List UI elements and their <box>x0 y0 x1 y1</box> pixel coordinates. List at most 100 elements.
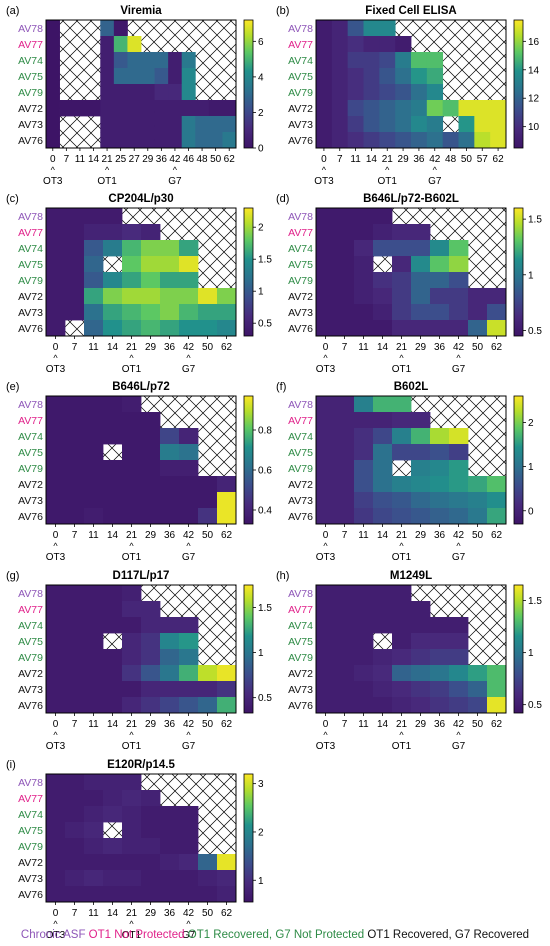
heatmap-cell <box>46 697 66 714</box>
colorbar-tick-label: 1.5 <box>258 255 272 266</box>
heatmap-cell <box>127 52 142 69</box>
heatmap-cell <box>160 492 180 509</box>
x-tick-label: 14 <box>377 719 389 730</box>
heatmap-cell <box>331 116 349 133</box>
panel-title: B646L/p72 <box>112 381 170 393</box>
heatmap-cell <box>363 36 380 53</box>
heatmap-cell <box>335 396 355 413</box>
heatmap-cell <box>430 304 450 321</box>
heatmap-cell <box>160 886 180 903</box>
heatmap-cell <box>179 665 199 682</box>
heatmap-cell <box>392 633 412 650</box>
heatmap-cell <box>411 681 431 698</box>
heatmap-cell <box>127 132 142 149</box>
row-label: AV77 <box>288 227 313 239</box>
heatmap-cell <box>373 320 393 337</box>
heatmap-cell <box>331 52 349 69</box>
heatmap-cell <box>141 838 161 855</box>
heatmap-cell <box>411 697 431 714</box>
row-label: AV76 <box>18 511 43 523</box>
heatmap-cell <box>141 870 161 887</box>
row-label: AV78 <box>288 399 313 411</box>
heatmap-cell <box>392 601 412 618</box>
heatmap-cell <box>141 460 161 477</box>
heatmap-cell <box>354 272 374 289</box>
heatmap-cell <box>430 444 450 461</box>
heatmap-cell <box>430 428 450 445</box>
heatmap-cell <box>141 822 161 839</box>
panel-label: (b) <box>276 5 289 17</box>
x-tick-label: 11 <box>358 530 369 541</box>
heatmap-cell <box>86 100 101 117</box>
heatmap-cell <box>354 697 374 714</box>
heatmap-cell <box>46 272 66 289</box>
colorbar-tick-label: 1.5 <box>258 603 272 614</box>
heatmap-cell <box>316 52 333 69</box>
colorbar-tick-label: 0.5 <box>528 700 542 711</box>
heatmap-cell <box>354 665 374 682</box>
colorbar-tick-label: 14 <box>528 65 540 76</box>
heatmap-cell <box>316 272 336 289</box>
heatmap-cell <box>411 52 428 69</box>
heatmap-cell <box>46 52 60 69</box>
heatmap-cell <box>468 508 488 525</box>
heatmap-cell <box>354 585 374 602</box>
heatmap-cell <box>217 681 237 698</box>
heatmap-cell <box>141 288 161 305</box>
row-label: AV77 <box>18 793 43 805</box>
x-tick-label: 50 <box>210 154 222 165</box>
heatmap-cell <box>316 320 336 337</box>
heatmap-cell <box>468 288 488 305</box>
heatmap-cell <box>122 256 142 273</box>
heatmap-cell <box>160 272 180 289</box>
heatmap-cell <box>103 476 123 493</box>
heatmap-cell <box>46 428 66 445</box>
heatmap-cell <box>373 272 393 289</box>
x-tick-label: 62 <box>493 154 505 165</box>
heatmap-cell <box>373 304 393 321</box>
heatmap-cell <box>335 492 355 509</box>
heatmap-cell <box>65 854 85 871</box>
colorbar-tick-label: 2 <box>258 827 264 838</box>
heatmap-cell <box>363 116 380 133</box>
heatmap-cell <box>122 886 142 903</box>
heatmap-cell <box>487 492 507 509</box>
heatmap-cell <box>122 288 142 305</box>
plot-frame <box>45 395 237 525</box>
heatmap-cell <box>84 601 104 618</box>
row-label: AV74 <box>18 55 43 67</box>
x-tick-label: 14 <box>107 908 119 919</box>
heatmap-cell <box>335 288 355 305</box>
heatmap-cell <box>411 320 431 337</box>
heatmap-cell <box>373 224 393 241</box>
heatmap-cell <box>411 412 431 429</box>
heatmap-cell <box>316 36 333 53</box>
heatmap-cell <box>335 320 355 337</box>
heatmap-cell <box>84 396 104 413</box>
heatmap-cell <box>354 476 374 493</box>
panel-title: Viremia <box>120 5 162 17</box>
heatmap-cell <box>160 665 180 682</box>
heatmap-cell <box>113 132 128 149</box>
heatmap-cell <box>487 304 507 321</box>
heatmap-cell <box>65 633 85 650</box>
heatmap-cell <box>411 649 431 666</box>
heatmap-cell <box>84 774 104 791</box>
marker-label: OT3 <box>316 552 336 563</box>
marker-caret: ^ <box>399 730 404 740</box>
heatmap-cell <box>179 476 199 493</box>
heatmap-cell <box>392 492 412 509</box>
heatmap-cell <box>179 886 199 903</box>
heatmap-cell <box>168 84 183 101</box>
heatmap-cell <box>316 697 336 714</box>
row-label: AV76 <box>288 135 313 147</box>
heatmap-cell <box>335 617 355 634</box>
heatmap-cell <box>217 320 237 337</box>
row-label: AV75 <box>18 447 43 459</box>
x-tick-label: 46 <box>183 154 195 165</box>
heatmap-cell <box>347 132 364 149</box>
heatmap-cell <box>122 476 142 493</box>
heatmap-cell <box>127 84 142 101</box>
heatmap-cell <box>316 132 333 149</box>
heatmap-cell <box>468 304 488 321</box>
